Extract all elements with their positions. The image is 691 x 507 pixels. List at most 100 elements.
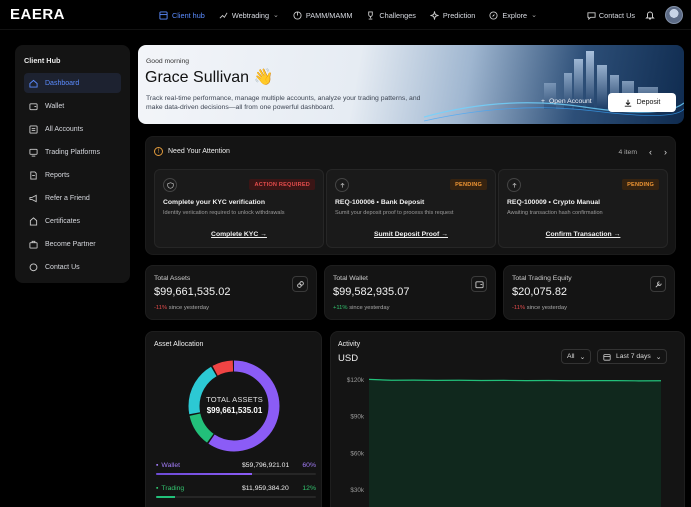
card-description: Awaiting transaction hash confirmation [507, 210, 603, 216]
upload-icon [507, 178, 521, 192]
y-tick-label: $120k [347, 377, 365, 384]
attention-pager: 4 item ‹ › [618, 147, 667, 157]
sidebar-item-reports[interactable]: Reports [24, 165, 121, 185]
shield-icon [163, 178, 177, 192]
nav-right: Contact Us [587, 0, 683, 30]
nav-client-hub[interactable]: Client hub [159, 11, 205, 20]
alert-icon: ! [154, 147, 163, 156]
donut-segment-wallet [188, 360, 280, 452]
sidebar-item-trading-platforms[interactable]: Trading Platforms [24, 142, 121, 162]
chevron-left-icon[interactable]: ‹ [649, 147, 652, 157]
attention-panel: ! Need Your Attention 4 item ‹ › ACTION … [145, 136, 676, 255]
allocation-name-text: Wallet [161, 462, 181, 469]
date-range-select[interactable]: Last 7 days ⌄ [597, 349, 668, 364]
sidebar: Client Hub Dashboard Wallet All Accounts… [15, 45, 130, 283]
card-title: REQ-100006 • Bank Deposit [335, 199, 425, 206]
city-skyline-image [424, 51, 684, 122]
nav-explore[interactable]: Explore ⌄ [489, 11, 537, 20]
sidebar-item-label: All Accounts [45, 125, 84, 133]
nav-pamm-label: PAMM/MAMM [305, 10, 353, 20]
allocation-bar-fill [156, 473, 252, 475]
sidebar-item-label: Refer a Friend [45, 194, 90, 202]
card-title: Complete your KYC verification [163, 199, 265, 206]
activity-area-chart: $120k $90k $60k $30k [347, 377, 662, 507]
sidebar-item-all-accounts[interactable]: All Accounts [24, 119, 121, 139]
stat-label: Total Assets [154, 275, 191, 282]
sidebar-item-become-partner[interactable]: Become Partner [24, 234, 121, 254]
brand-logo[interactable]: EAERA [10, 6, 66, 23]
top-nav: EAERA Client hub Webtrading ⌄ PAMM/MAMM … [0, 0, 691, 30]
pie-icon [293, 10, 302, 20]
change-percent: -11% [512, 305, 526, 311]
confirm-transaction-link[interactable]: Confirm Transaction → [545, 231, 621, 238]
stat-change: +11% since yesterday [333, 305, 487, 311]
upload-icon [335, 178, 349, 192]
compass-icon [489, 10, 498, 20]
open-account-button[interactable]: + Open Account [541, 98, 592, 105]
chevron-down-icon: ⌄ [579, 353, 586, 361]
allocation-bar-wallet [156, 473, 316, 475]
tool-icon[interactable] [650, 276, 666, 292]
stat-change: -11% since yesterday [154, 305, 308, 311]
chevron-right-icon[interactable]: › [664, 147, 667, 157]
status-badge: ACTION REQUIRED [249, 179, 315, 190]
deposit-button[interactable]: Deposit [608, 93, 676, 112]
type-filter-select[interactable]: All ⌄ [561, 349, 592, 364]
bell-icon[interactable] [645, 10, 655, 20]
grid-icon [159, 10, 168, 20]
allocation-name-text: Trading [161, 485, 185, 492]
link-icon[interactable] [292, 276, 308, 292]
card-title: REQ-100009 • Crypto Manual [507, 199, 601, 206]
sidebar-item-certificates[interactable]: Certificates [24, 211, 121, 231]
y-tick-label: $30k [350, 487, 365, 494]
welcome-hero: Good morning Grace Sullivan 👋 Track real… [138, 45, 684, 124]
megaphone-icon [29, 194, 37, 202]
y-tick-label: $90k [350, 414, 365, 421]
activity-panel: Activity USD All ⌄ Last 7 days ⌄ $120k $9… [330, 331, 685, 507]
asset-allocation-panel: Asset Allocation TOTAL ASSETS $99,661,53… [145, 331, 322, 507]
allocation-percent: 60% [302, 462, 316, 469]
sidebar-item-label: Certificates [45, 217, 81, 225]
home-icon [29, 79, 38, 88]
attention-card: PENDING REQ-100009 • Crypto Manual Await… [498, 169, 668, 248]
stat-label: Total Wallet [333, 275, 368, 282]
allocation-row-wallet: ▪ Wallet $59,796,921.01 60% [156, 462, 316, 469]
allocation-bar-trading [156, 496, 316, 498]
partner-icon [29, 240, 38, 249]
nav-client-hub-label: Client hub [172, 10, 205, 20]
nav-prediction[interactable]: Prediction [429, 10, 475, 20]
nav-webtrading[interactable]: Webtrading ⌄ [219, 11, 279, 20]
chart-icon [219, 12, 228, 19]
stat-label: Total Trading Equity [512, 275, 572, 282]
platform-icon [29, 148, 38, 157]
change-suffix: since yesterday [526, 305, 568, 311]
complete-kyc-link[interactable]: Complete KYC → [211, 231, 267, 238]
allocation-row-trading: ▪ Trading $11,959,384.20 12% [156, 485, 316, 492]
allocation-percent: 12% [302, 485, 316, 492]
chat-icon [29, 262, 38, 271]
attention-count: 4 item [618, 148, 637, 156]
stat-card-total-trading-equity: Total Trading Equity $20,075.82 -11% sin… [503, 265, 675, 320]
user-name: Grace Sullivan 👋 [145, 69, 274, 86]
sidebar-item-wallet[interactable]: Wallet [24, 96, 121, 116]
attention-card: ACTION REQUIRED Complete your KYC verifi… [154, 169, 324, 248]
wallet-icon[interactable] [471, 276, 487, 292]
card-description: Identity veriication required to unlock … [163, 210, 285, 216]
submit-deposit-proof-link[interactable]: Sumit Deposit Proof → [373, 231, 448, 238]
allocation-name: ▪ Trading [156, 485, 185, 492]
stat-card-total-assets: Total Assets $99,661,535.02 -11% since y… [145, 265, 317, 320]
donut-center-label: TOTAL ASSETS [206, 395, 263, 404]
contact-us-link[interactable]: Contact Us [587, 11, 635, 20]
sidebar-item-contact-us[interactable]: Contact Us [24, 257, 121, 277]
nav-challenges[interactable]: Challenges [366, 11, 416, 20]
greeting: Good morning [146, 58, 190, 65]
deposit-label: Deposit [636, 99, 661, 106]
sidebar-item-dashboard[interactable]: Dashboard [24, 73, 121, 93]
sidebar-item-refer-a-friend[interactable]: Refer a Friend [24, 188, 121, 208]
main-nav: Client hub Webtrading ⌄ PAMM/MAMM Challe… [159, 0, 551, 30]
sidebar-item-label: Reports [45, 171, 70, 179]
chevron-down-icon: ⌄ [273, 12, 279, 19]
nav-pamm[interactable]: PAMM/MAMM [293, 11, 352, 20]
user-avatar[interactable] [665, 6, 683, 24]
y-tick-label: $60k [350, 450, 365, 457]
